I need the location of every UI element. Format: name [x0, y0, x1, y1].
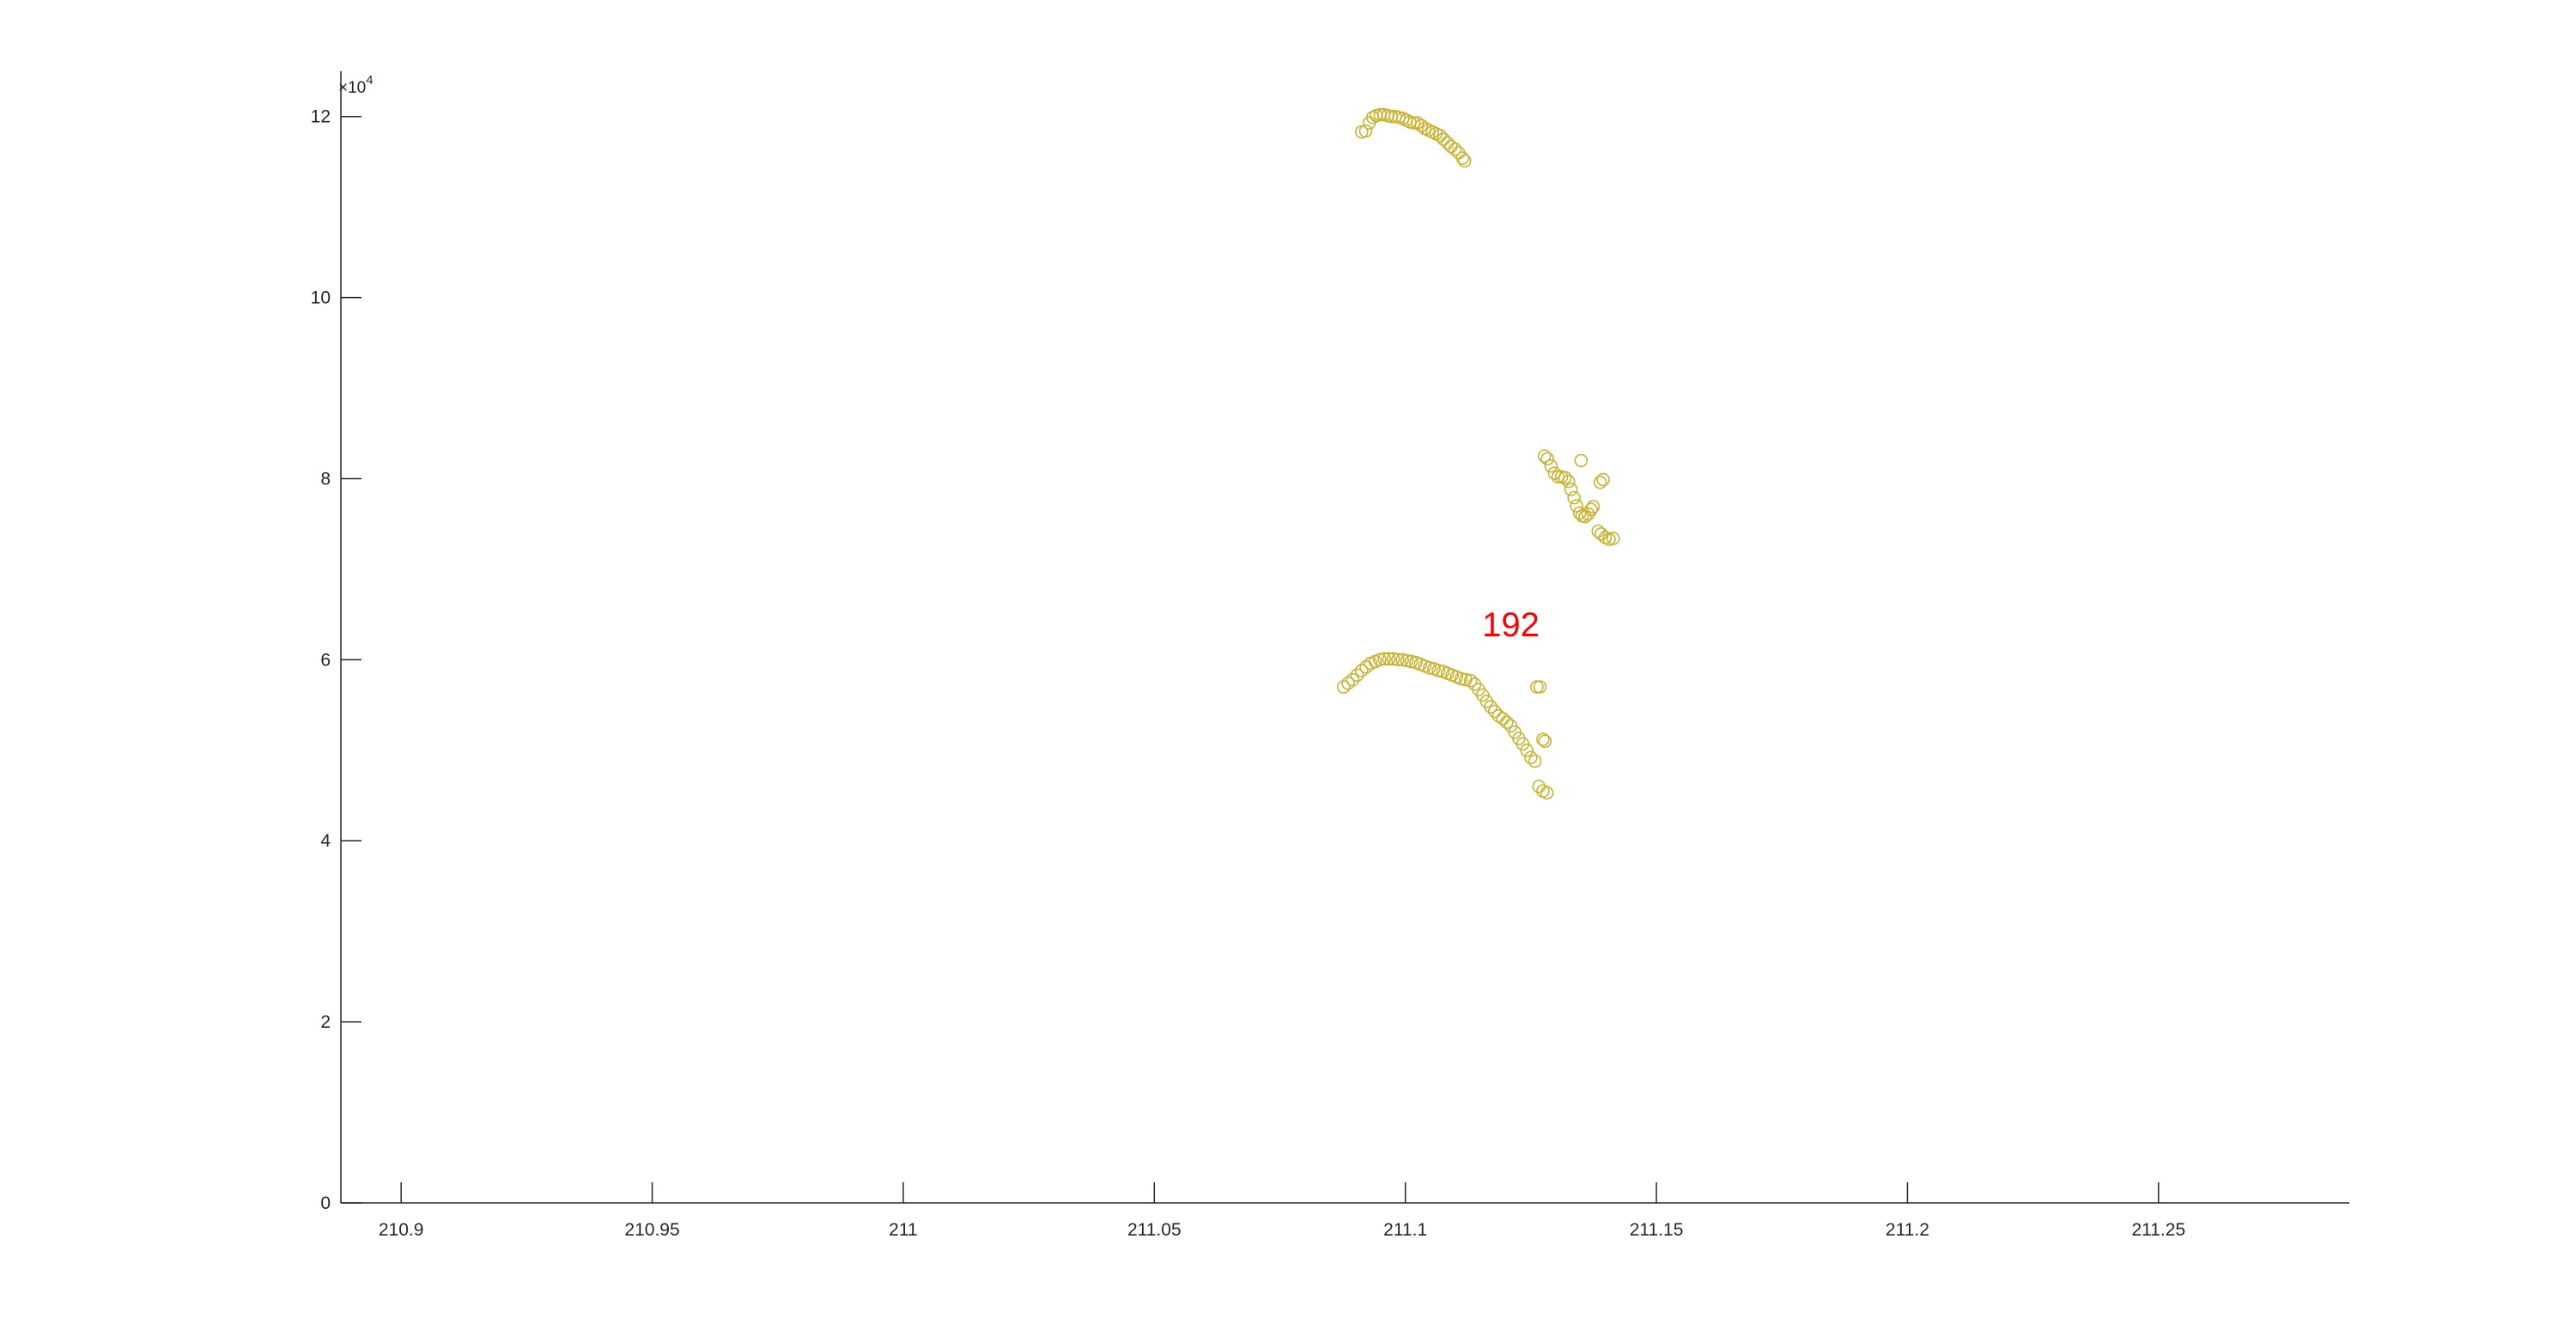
x-tick-label: 211.25	[2131, 1220, 2185, 1240]
data-point	[1437, 132, 1450, 146]
data-point	[1463, 673, 1478, 688]
data-point	[1530, 680, 1544, 694]
y-tick-label: 12	[311, 107, 331, 127]
y-axis-ticks: 0 2 4 6 8 10 12	[311, 107, 361, 1213]
data-point	[1350, 668, 1364, 683]
data-point	[1496, 712, 1510, 726]
data-point	[1586, 500, 1601, 513]
data-point	[1570, 499, 1583, 513]
data-point	[1524, 750, 1538, 765]
x-tick-label: 211.2	[1886, 1220, 1929, 1240]
x-axis-ticks: 210.9 210.95 211 211.05 211.1 211.15 211.2 211.…	[379, 1182, 2185, 1240]
data-point	[1584, 502, 1598, 517]
annotation-label: 192	[1482, 606, 1540, 644]
data-point	[1336, 680, 1351, 694]
data-point	[1567, 490, 1581, 505]
data-point	[1596, 472, 1610, 487]
y-tick-label: 2	[320, 1012, 331, 1032]
x-tick-label: 211.15	[1630, 1220, 1684, 1240]
data-point	[1591, 524, 1606, 538]
data-point	[1346, 672, 1360, 687]
data-point	[1564, 483, 1578, 496]
data-point	[1444, 139, 1458, 154]
data-point	[1400, 653, 1414, 668]
data-point	[1341, 676, 1355, 690]
data-point	[1455, 151, 1470, 166]
data-point	[1561, 474, 1576, 489]
data-point	[1606, 531, 1620, 545]
data-point	[1382, 652, 1396, 666]
data-point	[1538, 734, 1552, 749]
y-tick-label: 0	[320, 1193, 331, 1213]
y-tick-label: 10	[311, 288, 331, 308]
data-point	[1406, 116, 1421, 130]
y-axis-exponent-label: ×104	[338, 73, 374, 97]
data-point	[1528, 754, 1542, 768]
data-point	[1533, 680, 1547, 694]
data-point	[1593, 475, 1607, 489]
x-tick-label: 210.9	[379, 1220, 424, 1240]
data-point	[1422, 661, 1437, 675]
data-point	[1386, 652, 1400, 666]
data-point	[1558, 471, 1572, 485]
x-tick-label: 211.05	[1127, 1220, 1182, 1240]
data-point	[1487, 704, 1502, 719]
data-point	[1448, 142, 1462, 156]
y-tick-label: 4	[320, 831, 331, 851]
y-tick-label: 6	[320, 650, 331, 670]
x-tick-label: 211	[889, 1220, 917, 1240]
y-tick-label: 8	[320, 469, 331, 489]
data-point	[1457, 154, 1472, 168]
data-points	[1336, 107, 1620, 800]
data-point	[1540, 786, 1554, 800]
data-point	[1520, 743, 1534, 757]
data-point	[1537, 449, 1552, 463]
data-point	[1404, 654, 1419, 669]
axes	[340, 71, 2349, 1204]
data-point	[1454, 671, 1468, 686]
data-point	[1395, 653, 1409, 667]
x-tick-label: 210.95	[624, 1220, 679, 1240]
data-point	[1540, 452, 1554, 466]
data-point	[1431, 664, 1446, 677]
data-point	[1354, 664, 1369, 677]
data-point	[1544, 458, 1558, 473]
data-point	[1373, 653, 1387, 667]
data-point	[1391, 653, 1405, 667]
data-point	[1414, 118, 1429, 133]
data-point	[1484, 700, 1498, 714]
data-point	[1499, 715, 1514, 729]
data-point	[1358, 124, 1373, 138]
data-point	[1574, 453, 1589, 468]
x-tick-label: 211.1	[1383, 1220, 1427, 1240]
data-point	[1433, 129, 1447, 143]
data-point	[1377, 652, 1391, 666]
data-point	[1536, 732, 1550, 746]
